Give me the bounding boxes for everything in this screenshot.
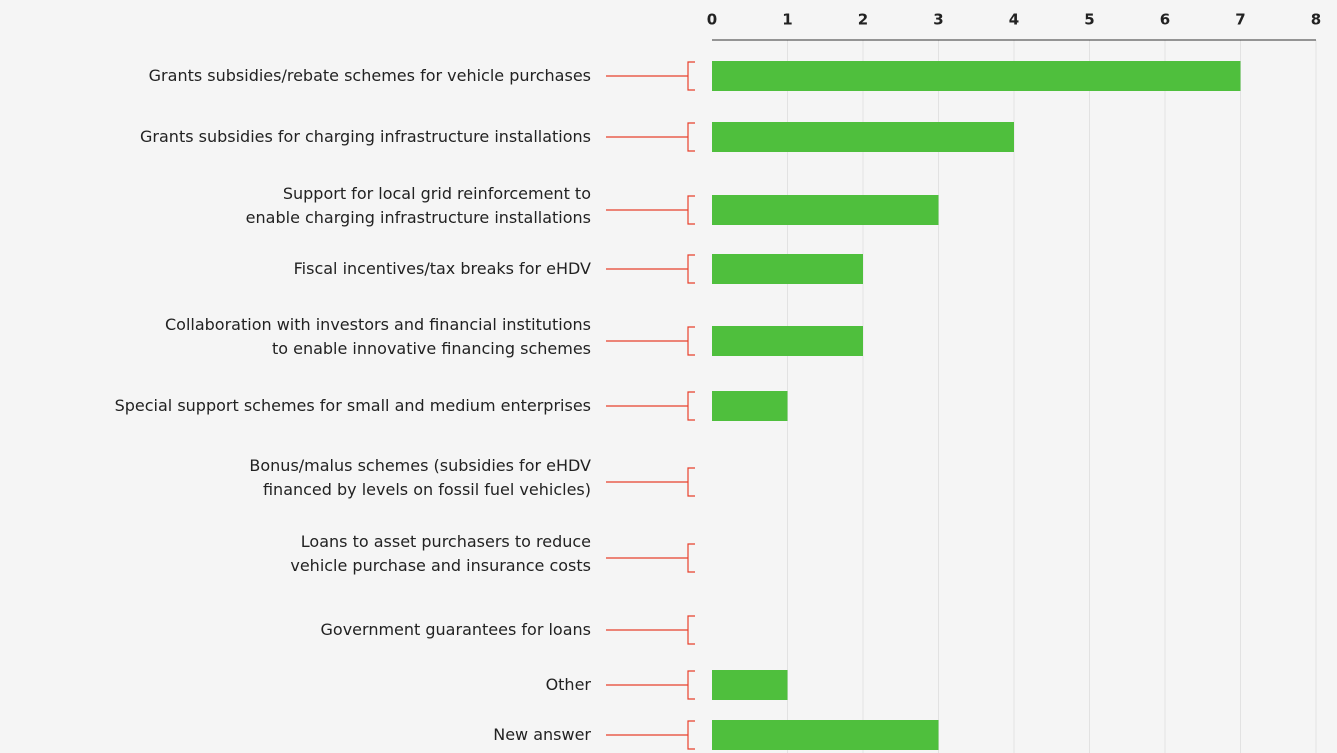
category-label-line: Government guarantees for loans (321, 620, 591, 639)
category-label: Special support schemes for small and me… (115, 396, 591, 415)
bar (712, 391, 788, 421)
category-label-line: Support for local grid reinforcement to (283, 184, 591, 203)
category-label: Support for local grid reinforcement to e… (246, 184, 591, 227)
category-label-line: to enable innovative financing schemes (272, 339, 591, 358)
category-label: New answer (493, 725, 591, 744)
category-label-line: Grants subsidies for charging infrastruc… (140, 127, 591, 146)
category-label-line: Loans to asset purchasers to reduce (301, 532, 591, 551)
connector (606, 122, 695, 152)
x-tick-label: 2 (858, 11, 868, 29)
bar (712, 720, 939, 750)
x-tick-label: 5 (1084, 11, 1094, 29)
category-label-line: Other (546, 675, 592, 694)
category-label: Other (546, 675, 592, 694)
connector (606, 670, 695, 700)
category-label-line: New answer (493, 725, 591, 744)
category-label-line: Grants subsidies/rebate schemes for vehi… (149, 66, 591, 85)
category-label: Collaboration with investors and financi… (165, 315, 591, 358)
bar (712, 254, 863, 284)
category-label: Grants subsidies/rebate schemes for vehi… (149, 66, 591, 85)
category-label: Grants subsidies for charging infrastruc… (140, 127, 591, 146)
x-tick-label: 8 (1311, 11, 1321, 29)
category-label: Government guarantees for loans (321, 620, 591, 639)
category-label-line: Special support schemes for small and me… (115, 396, 591, 415)
category-label: Fiscal incentives/tax breaks for eHDV (294, 259, 591, 278)
category-label: Loans to asset purchasers to reduce vehic… (290, 532, 591, 575)
bar (712, 195, 939, 225)
connector (606, 195, 695, 225)
category-label-line: Fiscal incentives/tax breaks for eHDV (294, 259, 591, 278)
connector (606, 254, 695, 284)
connector (606, 326, 695, 356)
category-label-line: financed by levels on fossil fuel vehicl… (263, 480, 591, 499)
category-label-line: vehicle purchase and insurance costs (290, 556, 591, 575)
bar (712, 61, 1241, 91)
connector (606, 391, 695, 421)
x-tick-label: 0 (707, 11, 717, 29)
bar (712, 670, 788, 700)
x-tick-label: 6 (1160, 11, 1170, 29)
bar (712, 326, 863, 356)
x-tick-label: 3 (933, 11, 943, 29)
category-label-line: Collaboration with investors and financi… (165, 315, 591, 334)
connector (606, 720, 695, 750)
connector (606, 61, 695, 91)
connector (606, 543, 695, 573)
x-tick-label: 4 (1009, 11, 1019, 29)
bar (712, 122, 1014, 152)
category-label: Bonus/malus schemes (subsidies for eHDV f… (249, 456, 591, 499)
category-label-line: enable charging infrastructure installat… (246, 208, 591, 227)
connector (606, 467, 695, 497)
category-label-line: Bonus/malus schemes (subsidies for eHDV (249, 456, 591, 475)
connector (606, 615, 695, 645)
x-tick-label: 1 (782, 11, 792, 29)
x-tick-label: 7 (1235, 11, 1245, 29)
